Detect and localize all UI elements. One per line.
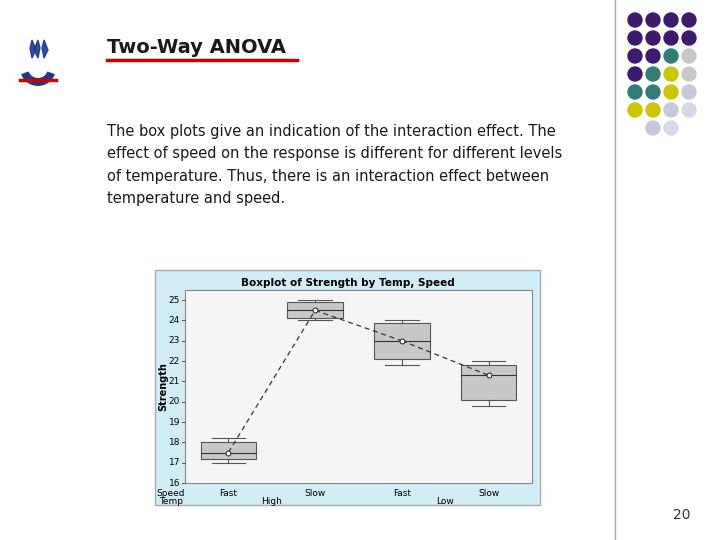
Text: 24: 24 xyxy=(168,316,180,325)
Wedge shape xyxy=(21,71,55,86)
Text: Slow: Slow xyxy=(305,489,325,498)
Bar xyxy=(155,270,540,505)
Circle shape xyxy=(646,13,660,27)
Text: The box plots give an indication of the interaction effect. The
effect of speed : The box plots give an indication of the … xyxy=(107,124,562,206)
Circle shape xyxy=(682,31,696,45)
Text: 16: 16 xyxy=(168,478,180,488)
Polygon shape xyxy=(42,40,48,58)
Circle shape xyxy=(682,67,696,81)
Text: Speed: Speed xyxy=(157,489,185,498)
Text: Fast: Fast xyxy=(220,489,238,498)
Circle shape xyxy=(664,121,678,135)
Text: 22: 22 xyxy=(168,356,180,366)
Text: 18: 18 xyxy=(168,438,180,447)
Circle shape xyxy=(646,103,660,117)
Circle shape xyxy=(682,13,696,27)
Text: Boxplot of Strength by Temp, Speed: Boxplot of Strength by Temp, Speed xyxy=(240,278,454,288)
Text: 21: 21 xyxy=(168,377,180,386)
Bar xyxy=(374,322,430,359)
Bar xyxy=(201,442,256,458)
Bar xyxy=(185,290,532,483)
Circle shape xyxy=(664,31,678,45)
Circle shape xyxy=(628,49,642,63)
Circle shape xyxy=(646,67,660,81)
Circle shape xyxy=(664,49,678,63)
Text: Fast: Fast xyxy=(393,489,411,498)
Polygon shape xyxy=(34,40,40,58)
Circle shape xyxy=(682,49,696,63)
Bar xyxy=(287,302,343,319)
Circle shape xyxy=(664,13,678,27)
Text: 20: 20 xyxy=(672,508,690,522)
Text: Temp: Temp xyxy=(159,497,183,506)
Polygon shape xyxy=(30,40,36,58)
Circle shape xyxy=(628,31,642,45)
Circle shape xyxy=(646,85,660,99)
Text: 23: 23 xyxy=(168,336,180,345)
Circle shape xyxy=(664,85,678,99)
Text: High: High xyxy=(261,497,282,506)
Circle shape xyxy=(628,67,642,81)
Text: 25: 25 xyxy=(168,296,180,305)
Circle shape xyxy=(682,85,696,99)
Circle shape xyxy=(628,85,642,99)
Circle shape xyxy=(628,103,642,117)
Text: 17: 17 xyxy=(168,458,180,467)
Text: 19: 19 xyxy=(168,417,180,427)
Text: 20: 20 xyxy=(168,397,180,406)
Circle shape xyxy=(646,31,660,45)
Text: Strength: Strength xyxy=(158,362,168,411)
Circle shape xyxy=(628,13,642,27)
Text: Two-Way ANOVA: Two-Way ANOVA xyxy=(107,38,286,57)
Circle shape xyxy=(646,49,660,63)
Circle shape xyxy=(682,103,696,117)
Circle shape xyxy=(664,103,678,117)
Circle shape xyxy=(646,121,660,135)
Circle shape xyxy=(664,67,678,81)
Bar xyxy=(461,365,516,400)
Text: Low: Low xyxy=(436,497,454,506)
Text: Slow: Slow xyxy=(478,489,499,498)
